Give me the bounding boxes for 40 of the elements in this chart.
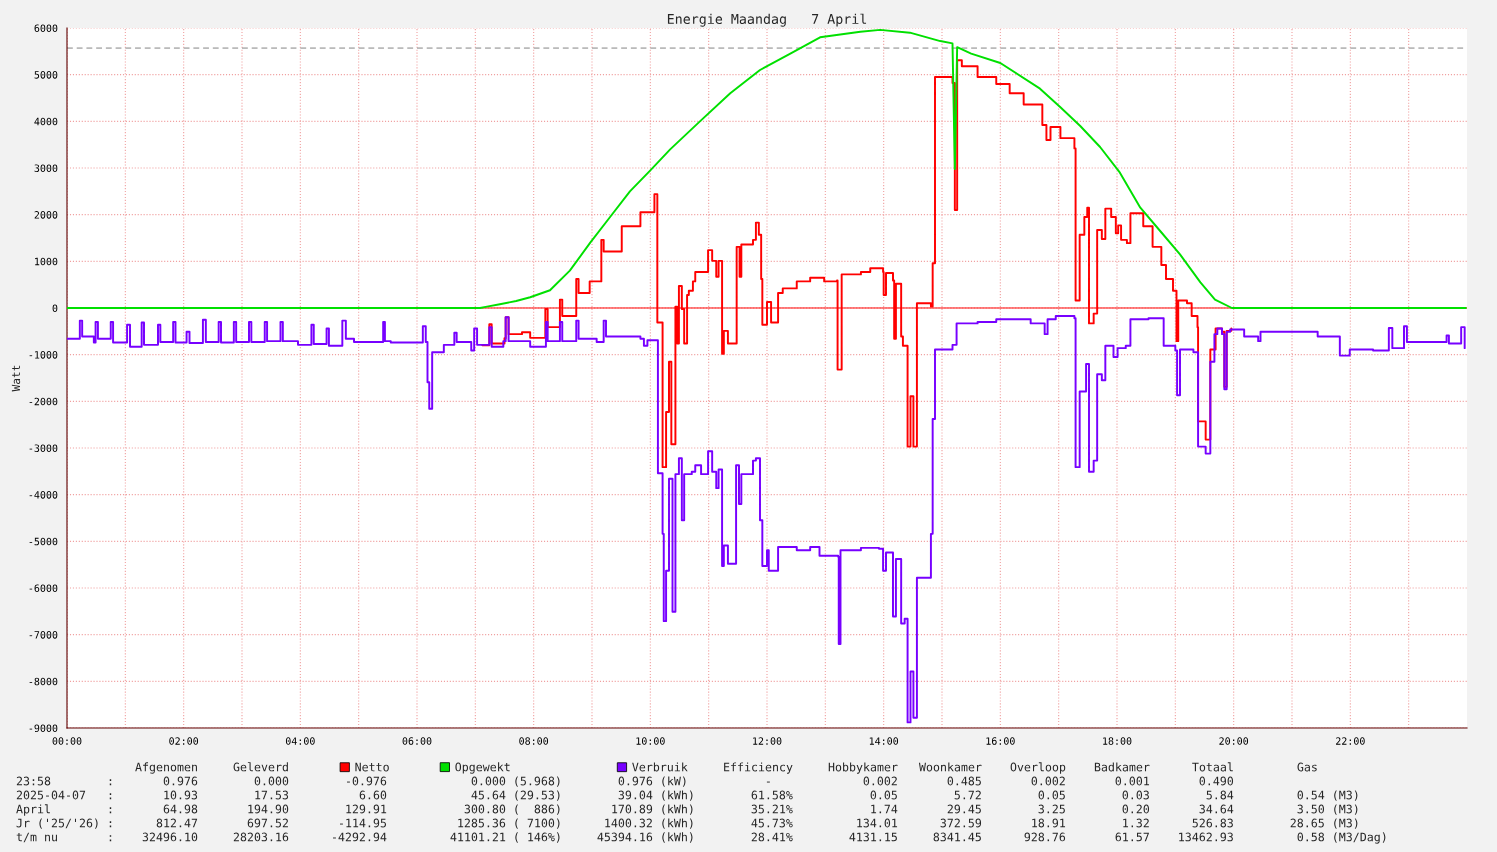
- y-tick-label: 0: [52, 304, 58, 312]
- y-tick-label: 6000: [34, 24, 58, 32]
- text: Efficiency Hobbykamer Woonkamer Overloop Badkamer Totaal Gas: [724, 762, 1317, 774]
- y-tick-label: 1000: [35, 257, 58, 266]
- y-axis-title: Watt: [11, 365, 21, 392]
- text: Afgenomen Geleverd: [135, 762, 288, 774]
- x-tick-label: 12:00: [753, 737, 782, 745]
- legend-label: Verbruik: [632, 762, 688, 772]
- legend-label: Opgewekt: [455, 762, 510, 774]
- y-tick-label: -4000: [29, 491, 58, 499]
- y-tick-label: 2000: [34, 211, 58, 219]
- text: Jr ('25/'26) : 812.47 697.52 -114.95 1285.36 ( 7100) 1400.32 (kWh) 45.73% 134.01 372.59 18.91 1.32 526.83 28.65 (M3): [16, 818, 1358, 829]
- y-tick-label: -6000: [29, 584, 58, 592]
- text: t/m nu : 32496.10 28203.16 -4292.94 41101.21 ( 146%) 45394.16 (kWh) 28.41% 4131.15 8341.45 928.76 61.57 13462.93 0.58 (M3/Dag): [16, 832, 1386, 844]
- x-tick-label: 18:00: [1103, 737, 1132, 745]
- x-tick-label: 20:00: [1219, 737, 1249, 745]
- x-tick-label: 16:00: [986, 737, 1015, 745]
- legend-label: Netto: [355, 762, 389, 772]
- x-tick-label: 04:00: [285, 737, 315, 745]
- y-tick-label: 3000: [34, 164, 58, 172]
- x-tick-label: 10:00: [636, 737, 665, 745]
- y-tick-label: -8000: [29, 677, 58, 686]
- text: April : 64.98 194.90 129.91 300.80 ( 886) 170.89 (kWh) 35.21% 1.74 29.45 3.25 0.20 34.64 3.50 (M3): [16, 804, 1358, 816]
- y-tick-label: -2000: [29, 397, 58, 406]
- y-tick-label: -7000: [29, 631, 58, 639]
- x-tick-label: 00:00: [52, 737, 82, 745]
- text: 2025-04-07 : 10.93 17.53 6.60 45.64 (29.53) 39.04 (kWh) 61.58% 0.05 5.72 0.05 0.03 5.84 0.54 (M3): [16, 790, 1358, 801]
- x-tick-label: 06:00: [402, 737, 432, 745]
- x-tick-label: 22:00: [1336, 737, 1365, 745]
- chart-title: Energie Maandag 7 April: [667, 13, 867, 27]
- y-tick-label: -3000: [29, 444, 58, 452]
- x-tick-label: 08:00: [519, 737, 549, 745]
- text: 23:58 : 0.976 0.000 -0.976 0.000 (5.968) 0.976 (kW) - 0.002 0.485 0.002 0.001 0.490: [16, 776, 1234, 787]
- y-tick-label: -5000: [29, 537, 58, 546]
- x-tick-label: 14:00: [869, 737, 899, 745]
- y-tick-label: 4000: [34, 117, 58, 126]
- y-tick-label: -1000: [29, 351, 58, 359]
- y-tick-label: 5000: [34, 71, 58, 79]
- x-tick-label: 02:00: [169, 737, 199, 745]
- y-tick-label: -9000: [29, 724, 58, 732]
